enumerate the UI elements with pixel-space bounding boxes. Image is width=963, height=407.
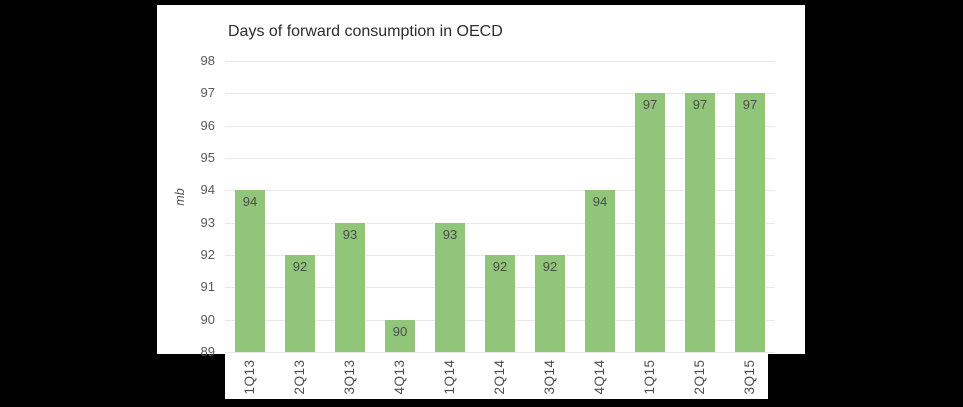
y-tick-label: 97 <box>200 85 215 100</box>
x-tick-label: 1Q13 <box>242 359 257 395</box>
bar <box>235 190 265 352</box>
bar <box>585 190 615 352</box>
x-tick-label: 1Q15 <box>642 359 657 395</box>
bar-value-label: 93 <box>342 227 358 242</box>
bar-value-label: 92 <box>492 259 508 274</box>
bar-value-label: 93 <box>442 227 458 242</box>
bar <box>285 255 315 352</box>
x-tick-label: 3Q13 <box>342 359 357 395</box>
gridline <box>225 158 775 159</box>
bar <box>535 255 565 352</box>
chart-title: Days of forward consumption in OECD <box>228 23 503 40</box>
bar-value-label: 94 <box>242 194 258 209</box>
x-tick-label: 2Q14 <box>492 359 507 395</box>
y-tick-label: 95 <box>200 150 215 165</box>
x-tick-label: 1Q14 <box>442 359 457 395</box>
x-tick-label: 3Q15 <box>742 359 757 395</box>
bar <box>485 255 515 352</box>
bar <box>385 320 415 352</box>
bar-value-label: 97 <box>692 97 708 112</box>
bar-value-label: 90 <box>392 324 408 339</box>
y-tick-label: 91 <box>200 279 215 294</box>
bar <box>435 223 465 352</box>
bar-value-label: 97 <box>742 97 758 112</box>
gridline <box>225 126 775 127</box>
gridline <box>225 61 775 62</box>
x-tick-label: 2Q15 <box>692 359 707 395</box>
gridline <box>225 223 775 224</box>
y-tick-label: 93 <box>200 215 215 230</box>
bar <box>635 93 665 352</box>
y-tick-label: 94 <box>200 182 215 197</box>
bar-value-label: 97 <box>642 97 658 112</box>
x-axis-label-panel <box>225 354 768 399</box>
bar-value-label: 92 <box>292 259 308 274</box>
y-tick-label: 96 <box>200 118 215 133</box>
bar <box>735 93 765 352</box>
x-tick-label: 4Q14 <box>592 359 607 395</box>
bar-value-label: 94 <box>592 194 608 209</box>
y-tick-label: 92 <box>200 247 215 262</box>
gridline <box>225 93 775 94</box>
bar <box>685 93 715 352</box>
y-tick-label: 98 <box>200 53 215 68</box>
y-tick-label: 89 <box>200 344 215 359</box>
x-tick-label: 4Q13 <box>392 359 407 395</box>
bar <box>335 223 365 352</box>
bar-value-label: 92 <box>542 259 558 274</box>
x-tick-label: 3Q14 <box>542 359 557 395</box>
x-tick-label: 2Q13 <box>292 359 307 395</box>
y-tick-label: 90 <box>200 312 215 327</box>
gridline <box>225 190 775 191</box>
gridline <box>225 352 775 353</box>
